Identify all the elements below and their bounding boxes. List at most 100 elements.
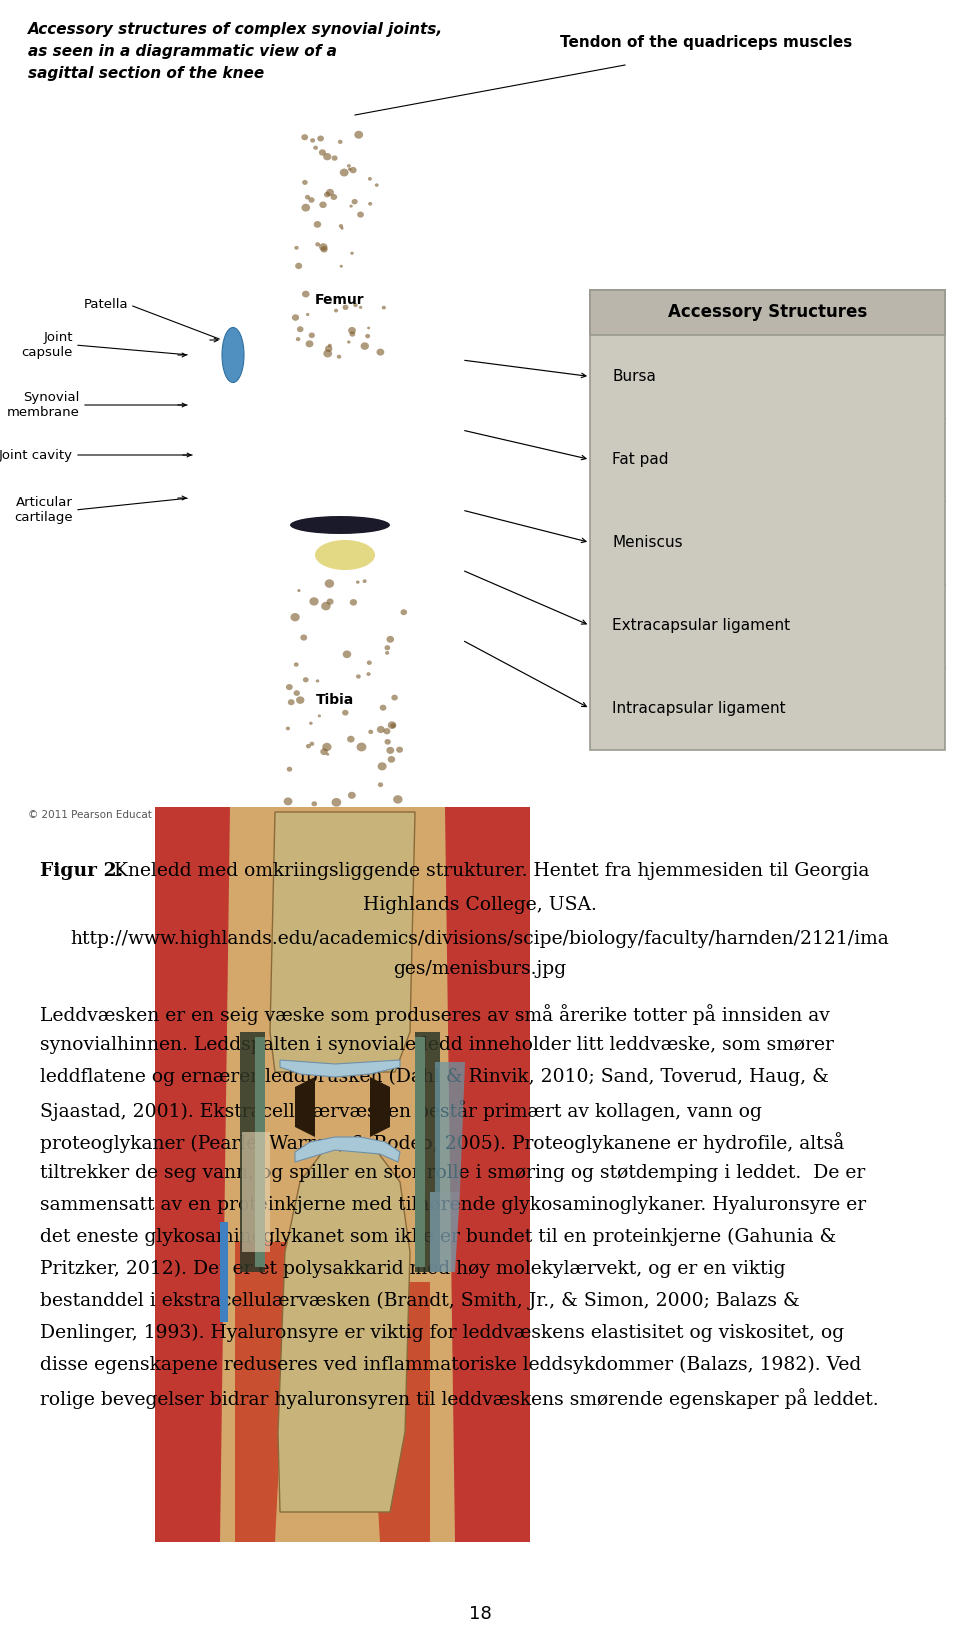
Text: Accessory Structures: Accessory Structures	[668, 304, 867, 322]
Polygon shape	[280, 1061, 400, 1077]
Ellipse shape	[301, 134, 308, 140]
Ellipse shape	[309, 721, 313, 725]
Ellipse shape	[334, 308, 338, 312]
Polygon shape	[255, 1036, 265, 1266]
Ellipse shape	[331, 155, 338, 162]
Ellipse shape	[356, 674, 361, 679]
Ellipse shape	[313, 145, 318, 150]
Ellipse shape	[377, 726, 385, 733]
Ellipse shape	[324, 193, 330, 197]
Ellipse shape	[343, 651, 351, 658]
Ellipse shape	[365, 335, 371, 338]
Text: sammensatt av en proteinkjerne med tilhørende glykosaminoglykaner. Hyaluronsyre : sammensatt av en proteinkjerne med tilhø…	[40, 1196, 866, 1214]
Ellipse shape	[288, 698, 295, 705]
Text: Patella: Patella	[84, 299, 128, 312]
Ellipse shape	[287, 767, 292, 772]
Ellipse shape	[356, 581, 360, 584]
Polygon shape	[430, 1191, 460, 1271]
Ellipse shape	[341, 227, 344, 230]
Ellipse shape	[385, 645, 390, 650]
Bar	[0, 0, 960, 840]
Ellipse shape	[325, 346, 332, 353]
Ellipse shape	[330, 194, 337, 201]
Ellipse shape	[347, 165, 350, 168]
Ellipse shape	[368, 176, 372, 181]
Ellipse shape	[320, 201, 326, 209]
Text: disse egenskapene reduseres ved inflammatoriske leddsykdommer (Balazs, 1982). Ve: disse egenskapene reduseres ved inflamma…	[40, 1356, 861, 1374]
Polygon shape	[415, 1036, 425, 1266]
Ellipse shape	[319, 149, 326, 155]
Ellipse shape	[340, 168, 348, 176]
Ellipse shape	[315, 242, 320, 246]
Ellipse shape	[324, 153, 331, 160]
Text: synovialhinnen. Leddspalten i synoviale ledd inneholder litt leddvæske, som smør: synovialhinnen. Leddspalten i synoviale …	[40, 1036, 834, 1054]
Ellipse shape	[324, 349, 332, 357]
Polygon shape	[278, 1142, 410, 1511]
Ellipse shape	[286, 684, 293, 690]
Text: Joint
capsule: Joint capsule	[22, 331, 73, 359]
Ellipse shape	[283, 798, 293, 806]
Ellipse shape	[311, 801, 317, 806]
Ellipse shape	[303, 677, 309, 682]
Ellipse shape	[351, 199, 358, 204]
Ellipse shape	[302, 180, 308, 184]
Text: Fat pad: Fat pad	[612, 452, 668, 467]
Ellipse shape	[369, 730, 373, 734]
Ellipse shape	[328, 344, 332, 348]
Ellipse shape	[296, 338, 300, 341]
Polygon shape	[435, 1062, 465, 1191]
Ellipse shape	[309, 597, 319, 605]
Ellipse shape	[382, 305, 386, 310]
Text: bestanddel i ekstracellulærvæsken (Brandt, Smith, Jr., & Simon, 2000; Balazs &: bestanddel i ekstracellulærvæsken (Brand…	[40, 1293, 800, 1310]
Text: 18: 18	[468, 1604, 492, 1622]
Ellipse shape	[354, 131, 363, 139]
Ellipse shape	[367, 661, 372, 664]
Ellipse shape	[318, 715, 321, 718]
Ellipse shape	[386, 747, 395, 754]
Ellipse shape	[319, 243, 327, 251]
Ellipse shape	[305, 194, 310, 199]
Ellipse shape	[298, 589, 300, 592]
Polygon shape	[220, 1222, 228, 1322]
Ellipse shape	[300, 635, 307, 641]
Ellipse shape	[321, 749, 327, 756]
Ellipse shape	[292, 315, 300, 322]
Ellipse shape	[383, 728, 391, 734]
Ellipse shape	[385, 651, 389, 654]
Ellipse shape	[326, 599, 333, 605]
Ellipse shape	[318, 135, 324, 142]
Ellipse shape	[387, 636, 395, 643]
Polygon shape	[155, 806, 230, 1542]
Polygon shape	[270, 813, 415, 1072]
Text: tiltrekker de seg vann, og spiller en stor rolle i smøring og støtdemping i ledd: tiltrekker de seg vann, og spiller en st…	[40, 1164, 865, 1182]
Text: Intracapsular ligament: Intracapsular ligament	[612, 702, 785, 716]
Text: Accessory structures of complex synovial joints,: Accessory structures of complex synovial…	[28, 21, 444, 38]
Ellipse shape	[376, 349, 384, 356]
Ellipse shape	[388, 756, 396, 762]
Text: Meniscus: Meniscus	[612, 535, 683, 550]
Ellipse shape	[377, 762, 387, 770]
Ellipse shape	[374, 183, 378, 186]
Text: Figur 2:: Figur 2:	[40, 862, 124, 880]
Ellipse shape	[342, 710, 348, 715]
Ellipse shape	[297, 326, 303, 333]
Ellipse shape	[337, 354, 341, 359]
Ellipse shape	[301, 204, 310, 212]
Ellipse shape	[315, 540, 375, 570]
Bar	[590, 290, 945, 751]
Polygon shape	[445, 806, 530, 1542]
Text: det eneste glykosaminoglykanet som ikke er bundet til en proteinkjerne (Gahunia : det eneste glykosaminoglykanet som ikke …	[40, 1227, 836, 1247]
Text: Bursa: Bursa	[612, 369, 656, 384]
Text: proteoglykaner (Pearle, Warren, & Rodeo, 2005). Proteoglykanene er hydrofile, al: proteoglykaner (Pearle, Warren, & Rodeo,…	[40, 1133, 844, 1152]
Ellipse shape	[368, 202, 372, 206]
Ellipse shape	[339, 224, 343, 228]
Ellipse shape	[295, 263, 302, 269]
Polygon shape	[242, 1133, 270, 1252]
Text: Articular
cartilage: Articular cartilage	[14, 496, 73, 524]
Ellipse shape	[309, 741, 314, 746]
Ellipse shape	[392, 695, 397, 700]
Ellipse shape	[349, 331, 355, 336]
Ellipse shape	[286, 726, 290, 731]
Text: Tibia: Tibia	[316, 694, 354, 707]
Ellipse shape	[385, 739, 391, 744]
